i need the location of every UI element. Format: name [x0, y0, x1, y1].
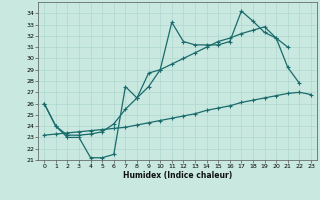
X-axis label: Humidex (Indice chaleur): Humidex (Indice chaleur): [123, 171, 232, 180]
